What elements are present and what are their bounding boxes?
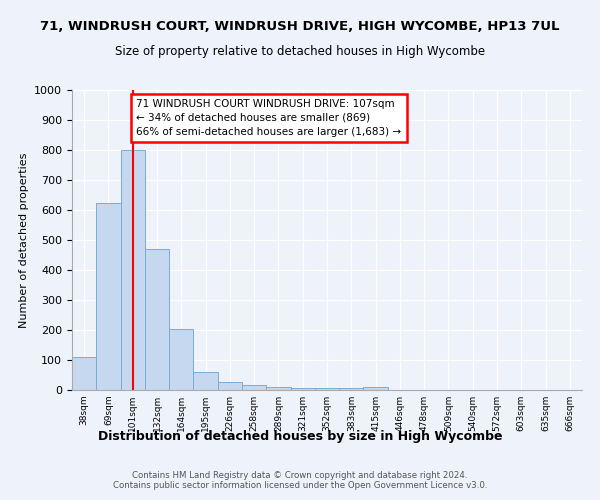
- Text: Size of property relative to detached houses in High Wycombe: Size of property relative to detached ho…: [115, 45, 485, 58]
- Bar: [266, 387, 290, 390]
- Text: 71 WINDRUSH COURT WINDRUSH DRIVE: 107sqm
← 34% of detached houses are smaller (8: 71 WINDRUSH COURT WINDRUSH DRIVE: 107sqm…: [136, 99, 401, 137]
- Text: 71, WINDRUSH COURT, WINDRUSH DRIVE, HIGH WYCOMBE, HP13 7UL: 71, WINDRUSH COURT, WINDRUSH DRIVE, HIGH…: [40, 20, 560, 33]
- Y-axis label: Number of detached properties: Number of detached properties: [19, 152, 29, 328]
- Bar: [290, 388, 315, 390]
- Bar: [218, 382, 242, 390]
- Text: Contains HM Land Registry data © Crown copyright and database right 2024.
Contai: Contains HM Land Registry data © Crown c…: [113, 470, 487, 490]
- Bar: [96, 202, 121, 390]
- Bar: [145, 249, 169, 390]
- Bar: [193, 372, 218, 390]
- Bar: [242, 384, 266, 390]
- Bar: [72, 357, 96, 390]
- Text: Distribution of detached houses by size in High Wycombe: Distribution of detached houses by size …: [98, 430, 502, 443]
- Bar: [339, 388, 364, 390]
- Bar: [121, 150, 145, 390]
- Bar: [315, 388, 339, 390]
- Bar: [169, 328, 193, 390]
- Bar: [364, 387, 388, 390]
